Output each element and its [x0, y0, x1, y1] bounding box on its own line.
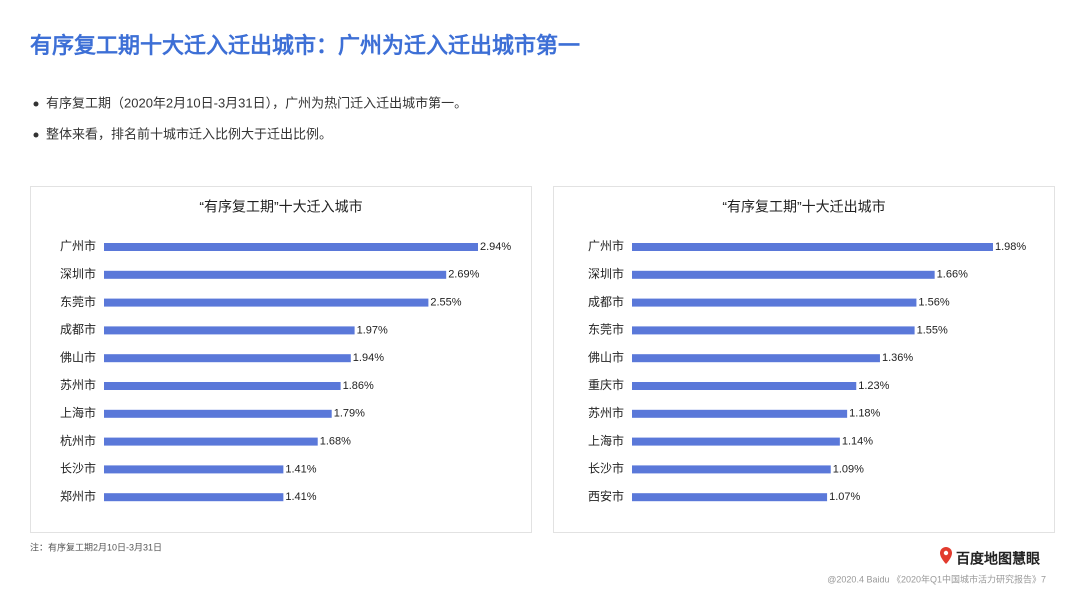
category-label: 成都市 — [588, 294, 624, 309]
value-label: 1.41% — [285, 491, 316, 503]
bullet-dot — [33, 101, 39, 107]
category-label: 重庆市 — [588, 377, 624, 392]
bar — [104, 465, 284, 474]
value-label: 1.97% — [357, 324, 388, 336]
note: 注：有序复工期2月10日-3月31日 — [30, 541, 162, 552]
bar — [632, 382, 857, 390]
value-label: 1.55% — [917, 324, 948, 336]
value-label: 1.18% — [849, 408, 880, 420]
category-label: 广州市 — [588, 238, 624, 253]
value-label: 1.68% — [320, 436, 351, 448]
value-label: 1.79% — [334, 408, 365, 420]
value-label: 2.69% — [448, 269, 479, 281]
bar — [104, 437, 318, 446]
category-label: 东莞市 — [60, 294, 96, 309]
bar — [632, 298, 917, 307]
bar — [104, 354, 351, 363]
value-label: 1.86% — [343, 380, 374, 392]
logo-text: 百度地图慧眼 — [956, 551, 1040, 567]
value-label: 2.94% — [480, 241, 511, 253]
bar — [104, 243, 478, 251]
bullet-text: 有序复工期（2020年2月10日-3月31日），广州为热门迁入迁出城市第一。 — [46, 95, 467, 110]
value-label: 1.14% — [842, 436, 873, 448]
chart-title: “有序复工期”十大迁入城市 — [199, 199, 362, 215]
category-label: 深圳市 — [588, 266, 624, 281]
bullet-dot — [33, 132, 39, 138]
category-label: 郑州市 — [60, 488, 96, 503]
value-label: 1.36% — [882, 352, 913, 364]
category-label: 上海市 — [588, 433, 624, 448]
category-label: 东莞市 — [588, 322, 624, 337]
category-label: 长沙市 — [588, 461, 624, 476]
category-label: 广州市 — [60, 238, 96, 253]
bar — [104, 298, 429, 307]
bar — [632, 409, 848, 418]
value-label: 1.56% — [918, 297, 949, 309]
bar — [632, 243, 993, 251]
footer: @2020.4 Baidu 《2020年Q1中国城市活力研究报告》7 — [827, 573, 1046, 584]
value-label: 2.55% — [430, 297, 461, 309]
bar — [632, 354, 880, 363]
bar — [104, 493, 284, 502]
value-label: 1.98% — [995, 241, 1026, 253]
category-label: 成都市 — [60, 322, 96, 337]
value-label: 1.66% — [937, 269, 968, 281]
value-label: 1.23% — [858, 380, 889, 392]
category-label: 上海市 — [60, 405, 96, 420]
category-label: 苏州市 — [588, 405, 624, 420]
bar — [104, 326, 355, 335]
category-label: 深圳市 — [60, 266, 96, 281]
bar — [632, 437, 840, 446]
bar — [632, 465, 831, 474]
value-label: 1.07% — [829, 491, 860, 503]
bullet-text: 整体来看，排名前十城市迁入比例大于迁出比例。 — [46, 126, 332, 141]
slide-title: 有序复工期十大迁入迁出城市：广州为迁入迁出城市第一 — [30, 33, 580, 58]
category-label: 苏州市 — [60, 377, 96, 392]
bar — [632, 493, 828, 502]
value-label: 1.09% — [833, 463, 864, 475]
category-label: 西安市 — [588, 488, 624, 503]
bar — [104, 409, 332, 418]
category-label: 杭州市 — [60, 433, 96, 448]
logo-icon — [940, 547, 952, 564]
bar — [632, 326, 915, 335]
chart-title: “有序复工期”十大迁出城市 — [722, 199, 885, 215]
category-label: 佛山市 — [588, 349, 624, 364]
bar — [104, 270, 447, 279]
value-label: 1.94% — [353, 352, 384, 364]
category-label: 佛山市 — [60, 349, 96, 364]
logo-icon-dot — [943, 550, 949, 556]
bar — [632, 270, 935, 279]
category-label: 长沙市 — [60, 461, 96, 476]
bar — [104, 382, 341, 390]
value-label: 1.41% — [285, 463, 316, 475]
